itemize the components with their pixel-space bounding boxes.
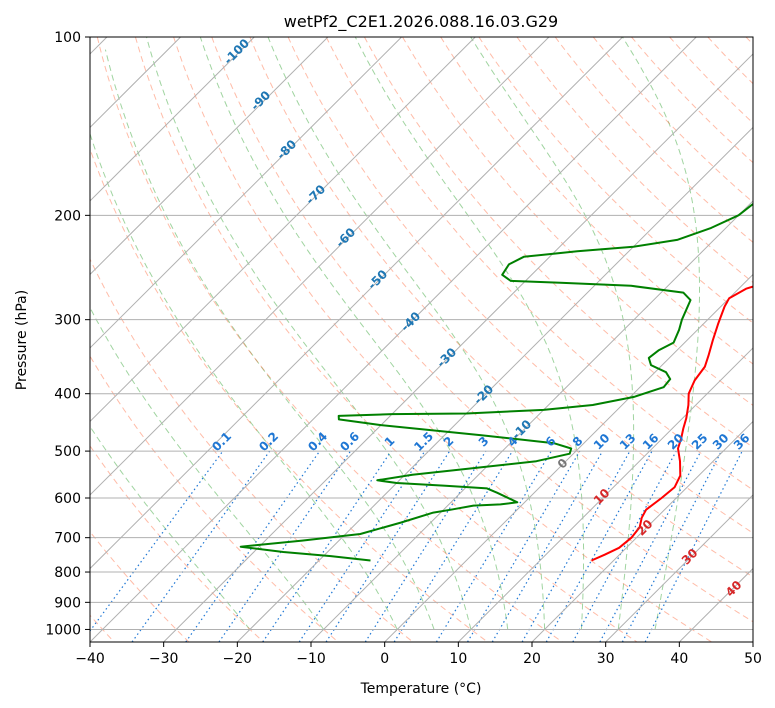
mixing-ratio-line (131, 450, 271, 642)
dry-adiabat (249, 37, 753, 578)
dry-adiabat (287, 37, 753, 534)
moist-adiabat (104, 49, 435, 630)
mixing-ratio-line (572, 450, 677, 642)
isotherm-0 (384, 273, 753, 642)
y-axis: 100 200 300 400 500 600 700 800 900 1000 (45, 30, 90, 638)
y-tick-label: 800 (54, 565, 81, 581)
x-tick-label: −10 (296, 651, 326, 667)
skewed-isotherms (90, 37, 753, 642)
isotherm-10 (457, 347, 753, 642)
mixing-ratio-line (521, 450, 631, 642)
dry-adiabat (325, 37, 753, 491)
y-tick-label: 600 (54, 491, 81, 507)
mixing-ratio-line (364, 450, 487, 642)
dry-adiabat (96, 37, 563, 642)
y-tick-label: 200 (54, 208, 81, 224)
isotherm--80 (90, 37, 402, 349)
isotherm--70 (90, 37, 476, 423)
moist-adiabat (267, 37, 546, 630)
isotherm--20 (236, 126, 753, 642)
isotherm--40 (90, 37, 697, 642)
isotherm--30 (163, 53, 753, 642)
mixing-ratio-line (393, 450, 513, 642)
moist-adiabats (90, 37, 700, 630)
mixing-ratio-line (599, 450, 702, 642)
isotherm--10 (310, 200, 753, 642)
x-tick-label: 10 (449, 651, 467, 667)
y-tick-label: 1000 (45, 622, 81, 638)
x-tick-label: −40 (75, 651, 105, 667)
y-axis-title: Pressure (hPa) (14, 290, 30, 390)
temperature-profile-line (591, 285, 753, 562)
moist-adiabat (199, 37, 509, 630)
isotherm-30 (605, 494, 753, 642)
y-tick-label: 300 (54, 313, 81, 329)
dry-adiabat (90, 355, 339, 642)
sounding-series (239, 202, 753, 562)
dewpoint-profile-line (239, 202, 753, 562)
x-tick-label: 40 (670, 651, 688, 667)
mixing-ratio-line (185, 450, 321, 642)
moist-adiabat (354, 37, 585, 630)
plot-frame (89, 36, 754, 643)
isotherm--90 (90, 37, 329, 276)
chart-title: wetPf2_C2E1.2026.088.16.03.G29 (284, 12, 558, 32)
dry-adiabat (134, 37, 638, 642)
x-tick-label: 0 (380, 651, 389, 667)
isotherm--60 (90, 37, 550, 496)
y-tick-label: 400 (54, 387, 81, 403)
dry-adiabat (173, 37, 712, 642)
moist-adiabat (90, 306, 324, 630)
dry-adiabat (402, 37, 753, 406)
x-tick-label: 20 (523, 651, 541, 667)
moist-adiabat (146, 37, 472, 630)
x-tick-label: 50 (744, 651, 762, 667)
moist-adiabat (90, 132, 398, 630)
dry-adiabat (554, 37, 753, 243)
mixing-ratio-line (491, 450, 604, 642)
dry-adiabat (211, 37, 753, 623)
moist-adiabat (470, 37, 635, 630)
isotherm-20 (531, 420, 753, 642)
y-tick-label: 100 (54, 30, 81, 46)
moist-adiabat (622, 37, 700, 630)
isotherm--50 (90, 37, 623, 570)
dry-adiabat (440, 37, 753, 365)
isotherm--100 (90, 37, 255, 202)
y-tick-label: 900 (54, 595, 81, 611)
plot-area (90, 37, 753, 642)
x-axis-title: Temperature (°C) (360, 681, 482, 697)
mixing-ratio-line (435, 450, 552, 642)
x-axis: −40 −30 −20 −10 0 10 20 30 40 50 (75, 642, 762, 667)
dry-adiabat (90, 444, 264, 642)
y-tick-label: 500 (54, 444, 81, 460)
mixing-ratio-line (325, 450, 451, 642)
dry-adiabat (90, 147, 488, 642)
x-tick-label: −30 (149, 651, 179, 667)
dry-adiabat (592, 37, 753, 203)
y-tick-label: 700 (54, 531, 81, 547)
x-tick-label: 30 (597, 651, 615, 667)
mixing-ratio-line (466, 450, 581, 642)
x-tick-label: −20 (223, 651, 253, 667)
